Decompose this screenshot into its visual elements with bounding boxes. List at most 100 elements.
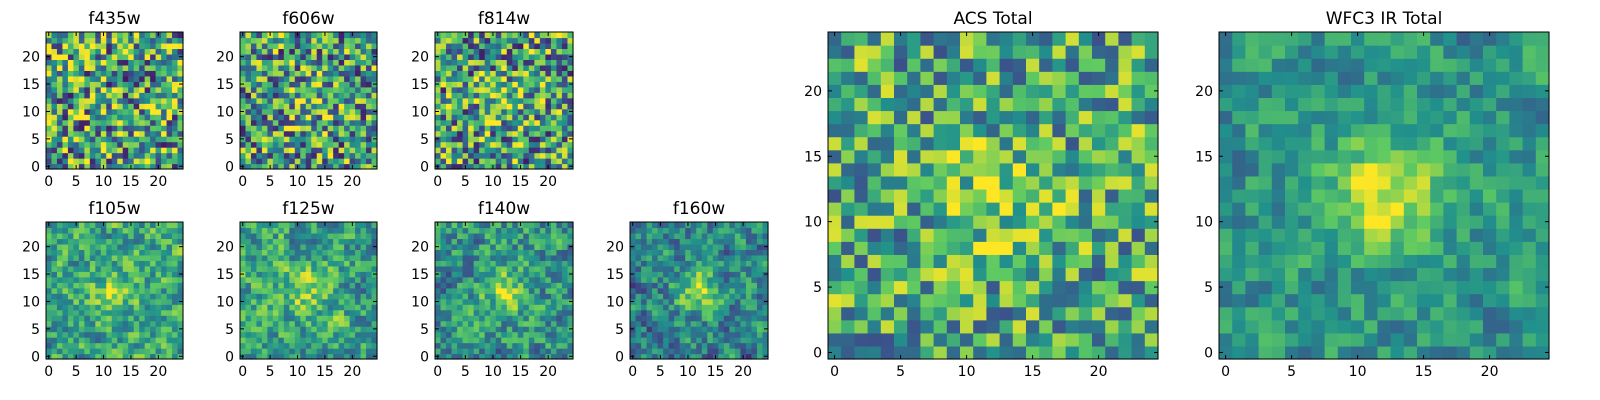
- heatmap-cell: [278, 130, 285, 137]
- heatmap-cell: [106, 353, 113, 360]
- heatmap-cell: [484, 337, 491, 344]
- heatmap-cell: [305, 163, 312, 170]
- heatmap-cell: [161, 304, 168, 311]
- heatmap-cell: [46, 238, 53, 245]
- heatmap-cell: [867, 188, 882, 203]
- heatmap-cell: [506, 342, 513, 349]
- heatmap-cell: [267, 108, 274, 115]
- heatmap-cell: [457, 64, 464, 71]
- heatmap-cell: [300, 92, 307, 99]
- heatmap-cell: [539, 227, 546, 234]
- heatmap-cell: [62, 304, 69, 311]
- x-tick-label: 20: [343, 174, 361, 190]
- heatmap-cell: [946, 280, 961, 295]
- heatmap-cell: [344, 282, 351, 289]
- heatmap-cell: [261, 348, 268, 355]
- heatmap-cell: [316, 293, 323, 300]
- heatmap-cell: [51, 130, 58, 137]
- heatmap-cell: [366, 260, 373, 267]
- heatmap-cell: [440, 147, 447, 154]
- heatmap-cell: [501, 287, 508, 294]
- heatmap-cell: [501, 293, 508, 300]
- heatmap-cell: [539, 320, 546, 327]
- heatmap-cell: [46, 342, 53, 349]
- heatmap-cell: [556, 32, 563, 39]
- heatmap-cell: [506, 227, 513, 234]
- heatmap-cell: [440, 136, 447, 143]
- heatmap-cell: [360, 147, 367, 154]
- heatmap-cell: [250, 32, 258, 39]
- heatmap-cell: [161, 293, 168, 300]
- heatmap-cell: [111, 243, 118, 250]
- heatmap-cell: [316, 222, 323, 229]
- heatmap-cell: [517, 114, 524, 121]
- heatmap-cell: [322, 232, 329, 240]
- heatmap-cell: [283, 92, 290, 99]
- heatmap-cell: [880, 149, 895, 164]
- heatmap-cell: [111, 304, 118, 311]
- heatmap-cell: [311, 147, 318, 154]
- heatmap-cell: [161, 53, 168, 60]
- heatmap-cell: [679, 298, 686, 305]
- heatmap-cell: [740, 326, 747, 333]
- heatmap-cell: [89, 108, 96, 115]
- heatmap-cell: [122, 147, 129, 154]
- heatmap-cell: [100, 265, 107, 272]
- heatmap-cell: [440, 53, 447, 60]
- heatmap-cell: [446, 254, 453, 261]
- heatmap-cell: [366, 163, 373, 170]
- heatmap-cell: [468, 232, 475, 240]
- heatmap-cell: [1052, 215, 1067, 229]
- heatmap-cell: [484, 141, 491, 148]
- y-tick-label: 20: [606, 240, 624, 256]
- heatmap-cell: [245, 136, 252, 143]
- y-tick-label: 15: [22, 77, 40, 93]
- heatmap-cell: [51, 282, 58, 289]
- heatmap-cell: [523, 249, 530, 256]
- heatmap-cell: [657, 304, 664, 311]
- heatmap-cell: [685, 227, 692, 234]
- heatmap-cell: [240, 103, 247, 110]
- heatmap-cell: [652, 276, 659, 283]
- heatmap-cell: [261, 265, 268, 272]
- heatmap-cell: [78, 353, 85, 360]
- heatmap-cell: [371, 75, 378, 82]
- heatmap-cell: [117, 315, 124, 322]
- heatmap-cell: [756, 353, 764, 360]
- heatmap-cell: [457, 298, 464, 305]
- heatmap-cell: [73, 287, 80, 294]
- heatmap-cell: [139, 232, 146, 240]
- heatmap-cell: [245, 304, 252, 311]
- heatmap-cell: [172, 141, 179, 148]
- heatmap-cell: [245, 249, 252, 256]
- heatmap-cell: [907, 241, 921, 255]
- heatmap-cell: [256, 130, 263, 137]
- heatmap-cell: [289, 152, 296, 159]
- heatmap-cell: [322, 64, 329, 71]
- heatmap-cell: [484, 309, 491, 316]
- heatmap-cell: [635, 337, 642, 344]
- heatmap-cell: [128, 265, 135, 272]
- heatmap-cell: [718, 326, 725, 333]
- heatmap-cell: [745, 326, 753, 333]
- heatmap-cell: [250, 125, 258, 132]
- heatmap-cell: [300, 141, 307, 148]
- heatmap-cell: [245, 130, 252, 137]
- heatmap-cell: [250, 59, 258, 66]
- heatmap-cell: [122, 64, 129, 71]
- heatmap-cell: [707, 271, 714, 278]
- heatmap-cell: [100, 287, 107, 294]
- heatmap-cell: [261, 249, 268, 256]
- heatmap-cell: [89, 309, 96, 316]
- heatmap-cell: [111, 92, 118, 99]
- heatmap-cell: [245, 70, 252, 77]
- heatmap-cell: [545, 119, 552, 126]
- heatmap-cell: [267, 260, 274, 267]
- heatmap-cell: [473, 353, 480, 360]
- heatmap-cell: [172, 276, 179, 283]
- heatmap-cell: [283, 304, 290, 311]
- heatmap-cell: [1092, 162, 1106, 177]
- heatmap-cell: [289, 320, 296, 327]
- heatmap-cell: [139, 320, 146, 327]
- heatmap-cell: [545, 70, 552, 77]
